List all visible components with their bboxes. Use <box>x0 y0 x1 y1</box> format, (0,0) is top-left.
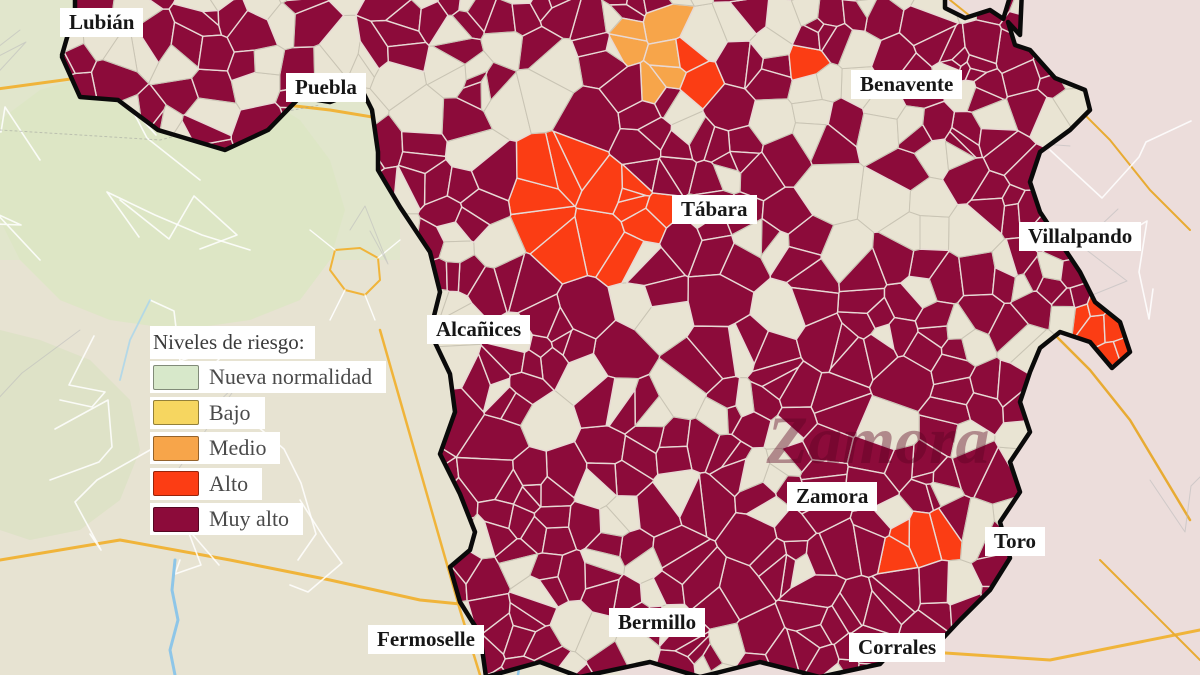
svg-text:Zamora: Zamora <box>766 402 990 478</box>
